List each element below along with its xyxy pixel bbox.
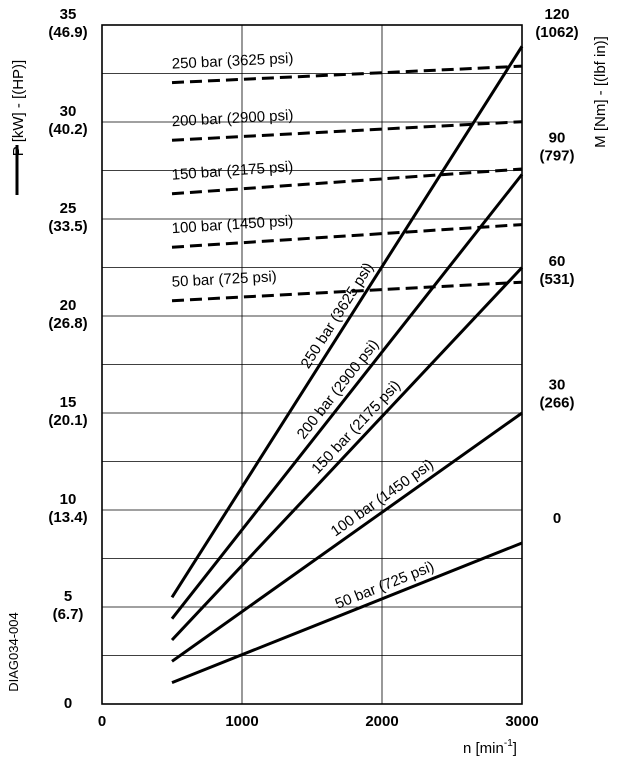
left-tick-label: 25: [60, 200, 77, 217]
plot-frame: [101, 24, 523, 705]
left-tick-label: 20: [60, 297, 77, 314]
left-tick-label: 35: [60, 6, 77, 23]
left-tick-label: 0: [64, 695, 72, 712]
power-series-line: [170, 45, 524, 599]
x-tick-label: 0: [98, 713, 106, 730]
torque-series: 250 bar (3625 psi) 200 bar (2900 psi) 150 …: [171, 50, 523, 303]
right-tick-sublabel: (531): [539, 271, 574, 288]
power-series-line: [170, 173, 524, 620]
x-tick-label: 3000: [505, 713, 538, 730]
power-series-label: 50 bar (725 psi): [333, 558, 437, 613]
right-tick-sublabel: (1062): [535, 24, 578, 41]
torque-series-line: [171, 280, 523, 303]
left-tick-label: 15: [60, 394, 77, 411]
left-tick-sublabel: (20.1): [48, 412, 87, 429]
left-tick-sublabel: (26.8): [48, 315, 87, 332]
left-axis-ticks: 0 5(6.7) 10(13.4) 15(20.1) 20(26.8) 25(33.5) 3…: [48, 6, 87, 712]
left-tick-label: 10: [60, 491, 77, 508]
x-axis-ticks: 0 1000 2000 3000: [98, 713, 539, 730]
torque-series-label: 150 bar (2175 psi): [171, 158, 294, 184]
power-series-line: [171, 541, 523, 685]
left-tick-sublabel: (46.9): [48, 24, 87, 41]
left-tick-sublabel: (6.7): [53, 606, 84, 623]
left-axis-title: P [kW] - [(HP)]: [10, 60, 27, 156]
power-series-line: [171, 411, 523, 663]
left-tick-label: 30: [60, 103, 77, 120]
x-axis-title-main: n [min: [463, 740, 504, 757]
right-tick-label: 60: [549, 253, 566, 270]
torque-series-label: 200 bar (2900 psi): [171, 107, 293, 130]
left-tick-sublabel: (13.4): [48, 509, 87, 526]
torque-series-label: 250 bar (3625 psi): [171, 50, 293, 73]
right-axis-ticks: 0 30(266) 60(531) 90(797) 120(1062): [535, 6, 578, 527]
power-series-line: [170, 266, 524, 642]
left-tick-label: 5: [64, 588, 72, 605]
x-axis-title: n [min-1]: [463, 738, 517, 757]
left-tick-sublabel: (40.2): [48, 121, 87, 138]
right-tick-label: 30: [549, 376, 566, 393]
right-tick-sublabel: (797): [539, 147, 574, 164]
torque-series-line: [171, 167, 523, 196]
torque-series-line: [171, 223, 523, 249]
x-tick-label: 2000: [365, 713, 398, 730]
right-axis-title: M [Nm] - [(lbf in)]: [592, 36, 609, 148]
torque-series-line: [171, 64, 523, 85]
left-tick-sublabel: (33.5): [48, 218, 87, 235]
right-tick-label: 0: [553, 510, 561, 527]
right-tick-label: 90: [549, 129, 566, 146]
torque-series-label: 100 bar (1450 psi): [171, 212, 294, 237]
torque-series-label: 50 bar (725 psi): [171, 268, 277, 291]
drawing-code: DIAG034-004: [6, 612, 21, 692]
x-axis-title-end: ]: [513, 740, 517, 757]
x-tick-label: 1000: [225, 713, 258, 730]
right-tick-sublabel: (266): [539, 394, 574, 411]
right-tick-label: 120: [544, 6, 569, 23]
torque-series-line: [171, 120, 523, 142]
grid: [102, 25, 522, 704]
x-axis-title-sup: -1: [504, 738, 513, 749]
